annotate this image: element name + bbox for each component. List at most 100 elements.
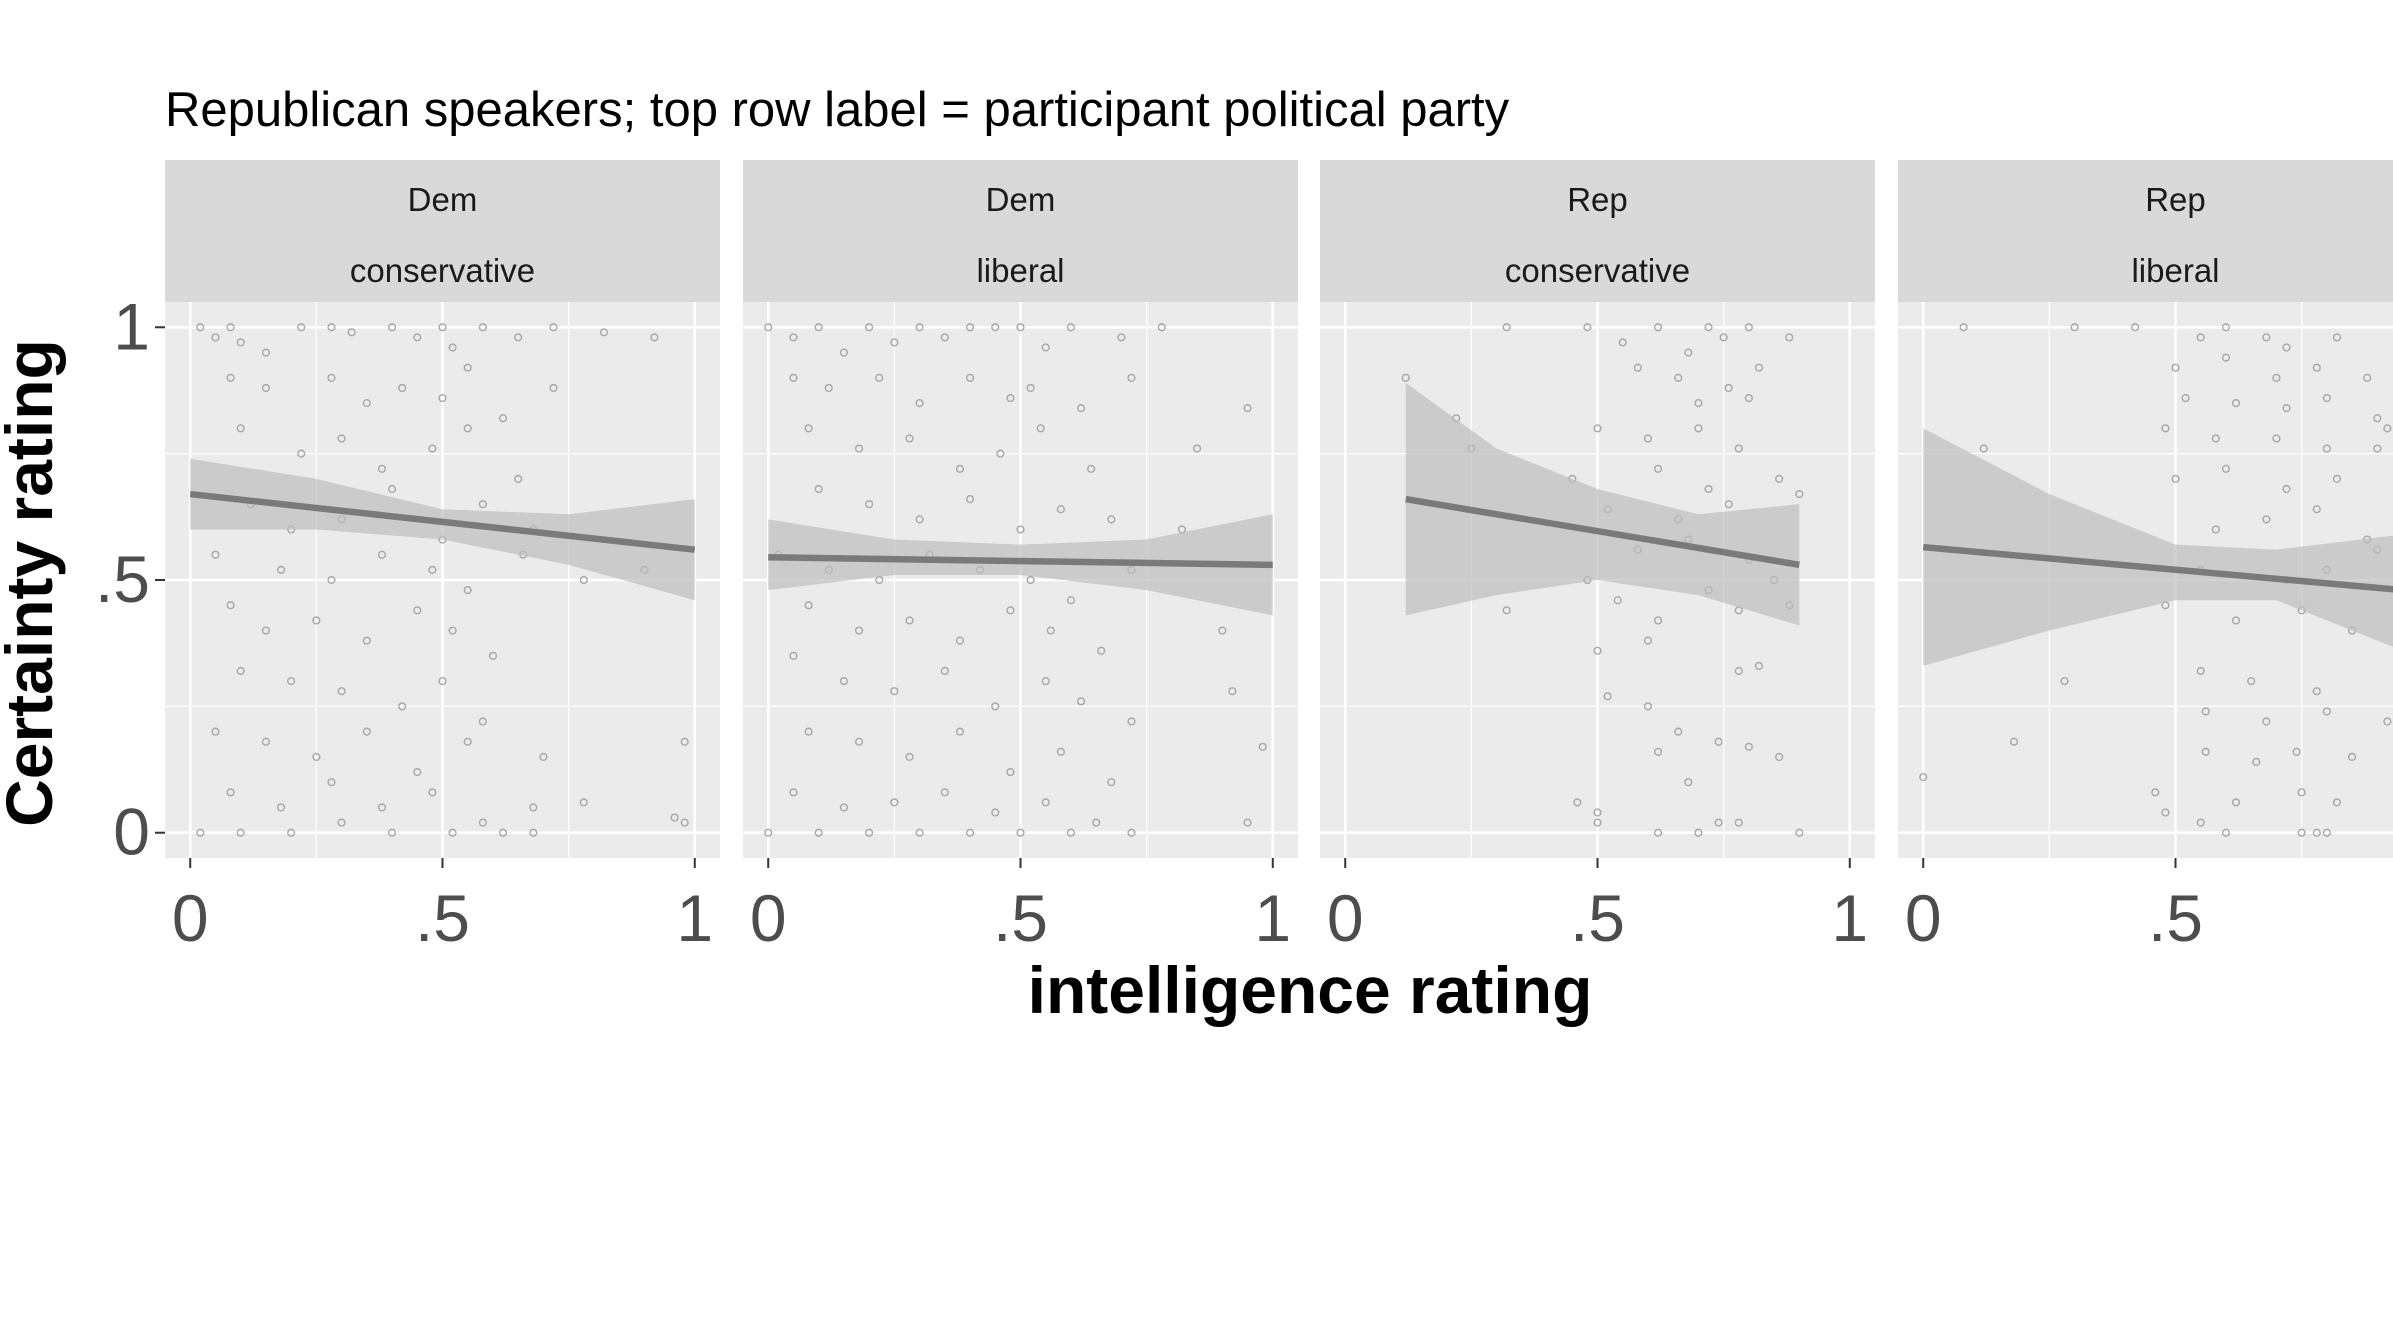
data-point (824, 383, 833, 393)
data-point (1694, 398, 1703, 408)
data-point (362, 398, 371, 408)
data-point (1714, 818, 1723, 827)
data-point (1016, 828, 1025, 837)
data-point (1618, 338, 1627, 347)
data-point (599, 328, 609, 337)
data-point (1006, 393, 1015, 403)
data-point (1795, 828, 1804, 837)
data-point (1734, 444, 1743, 453)
data-point (287, 828, 296, 837)
data-point (1006, 767, 1015, 777)
data-point (2196, 818, 2205, 827)
data-point (2272, 373, 2281, 382)
data-point (1583, 323, 1592, 332)
data-point (463, 737, 472, 746)
data-point (940, 788, 949, 797)
data-point (1066, 596, 1076, 605)
regression-line (768, 554, 1273, 569)
data-point (1087, 464, 1096, 473)
data-point (1775, 474, 1784, 484)
data-point (680, 737, 689, 746)
data-point (1744, 323, 1753, 332)
data-point (1026, 575, 1035, 585)
x-tick-label: 0 (172, 881, 209, 955)
data-point (1056, 747, 1065, 756)
data-point (2231, 616, 2241, 625)
data-point (670, 813, 679, 822)
data-point (261, 383, 271, 393)
data-point (1036, 424, 1045, 433)
data-point (327, 575, 336, 585)
data-point (965, 495, 975, 504)
data-point (1573, 798, 1582, 807)
facet-strip (1320, 160, 1875, 302)
x-axes: 0.5 1 0.5 1 0.5 1 0.5 (172, 858, 2203, 955)
data-point (1016, 323, 1025, 332)
data-point (312, 752, 321, 762)
data-point (276, 565, 286, 574)
data-point (2231, 398, 2241, 408)
facet-panel: Dem liberal (743, 160, 1298, 858)
data-point (1192, 444, 1202, 453)
data-point (549, 323, 558, 332)
data-point (1653, 323, 1663, 332)
data-point (2272, 434, 2281, 443)
data-point (1613, 596, 1622, 605)
data-point (312, 616, 321, 625)
data-point (1502, 323, 1511, 332)
data-point (764, 828, 773, 837)
data-point (1603, 692, 1612, 701)
data-point (915, 515, 924, 524)
data-point (991, 702, 1000, 711)
data-point (387, 828, 397, 837)
data-point (287, 676, 296, 686)
data-point (1684, 348, 1693, 357)
data-point (2322, 444, 2331, 453)
data-point (865, 500, 874, 509)
data-point (839, 676, 849, 686)
data-point (1097, 646, 1106, 655)
data-point (261, 348, 271, 357)
data-point (478, 323, 487, 332)
data-point (448, 828, 457, 837)
data-point (413, 333, 422, 342)
data-point (890, 338, 899, 347)
data-point (1795, 489, 1804, 499)
data-point (991, 808, 1000, 817)
data-point (413, 767, 422, 777)
data-point (2322, 393, 2331, 403)
facet-strip (743, 160, 1298, 302)
data-point (2221, 323, 2231, 332)
data-point (579, 575, 588, 585)
data-point (2161, 808, 2170, 817)
data-point (327, 323, 336, 332)
data-point (1684, 778, 1693, 787)
data-point (2131, 323, 2140, 332)
data-point (1744, 393, 1753, 403)
data-point (1694, 828, 1703, 837)
data-point (1228, 687, 1237, 696)
data-point (955, 727, 965, 736)
data-point (1041, 343, 1050, 352)
x-tick-label: .5 (1570, 881, 1625, 955)
data-point (875, 373, 884, 382)
data-point (438, 393, 447, 403)
data-point (478, 500, 487, 509)
data-point (2332, 333, 2342, 342)
confidence-ribbon (768, 514, 1273, 616)
facet-party-label: Dem (408, 181, 478, 218)
data-point (539, 752, 548, 762)
data-point (2262, 333, 2271, 342)
regression-line (189, 490, 696, 553)
data-point (789, 651, 798, 660)
data-point (387, 323, 397, 332)
data-point (448, 343, 457, 352)
data-point (1107, 778, 1116, 787)
data-point (377, 803, 387, 812)
data-point (2171, 474, 2180, 484)
data-point (579, 798, 588, 807)
data-point (1593, 818, 1602, 827)
data-point (448, 626, 457, 635)
data-point (940, 333, 949, 342)
data-point (2211, 525, 2220, 534)
